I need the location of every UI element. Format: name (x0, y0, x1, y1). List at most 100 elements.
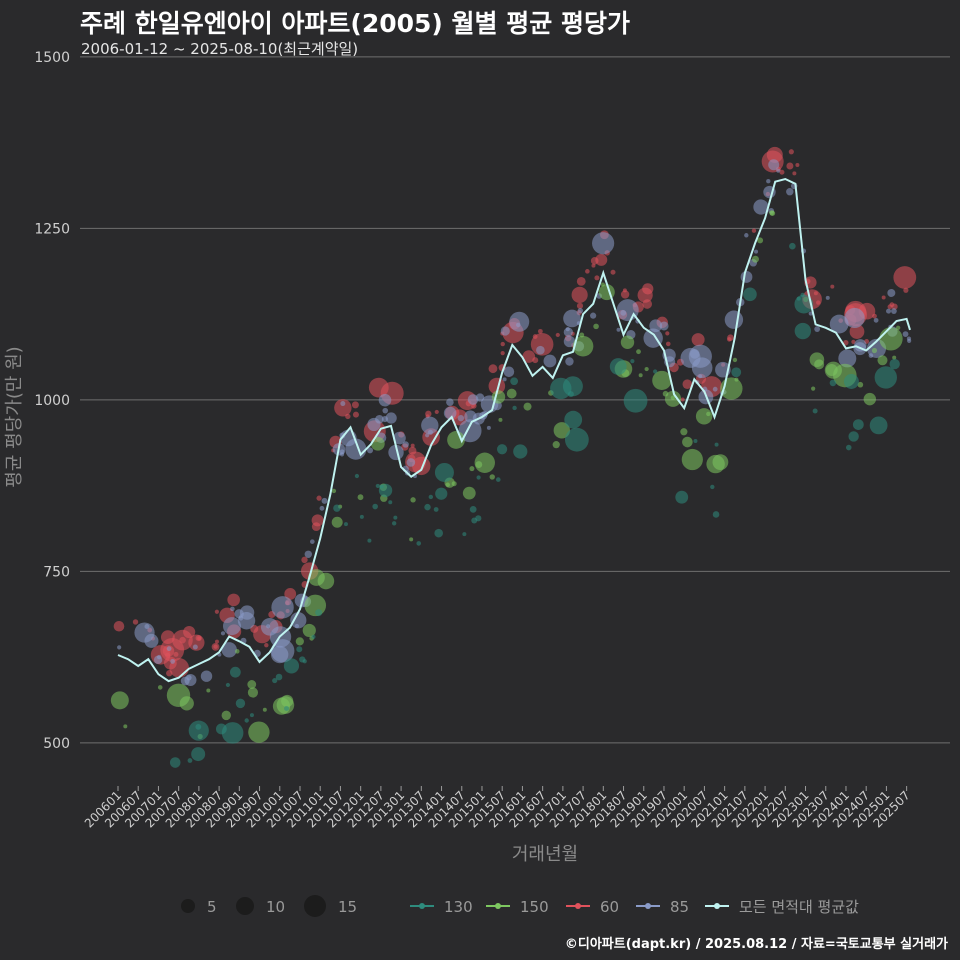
legend-label-series_150: 150 (520, 898, 549, 916)
scatter-point-60 (727, 334, 734, 341)
scatter-point-60 (227, 593, 240, 607)
scatter-point-60 (595, 253, 608, 266)
scatter-point-85 (891, 308, 897, 314)
scatter-point-150 (811, 386, 816, 391)
scatter-point-150 (814, 359, 825, 370)
scatter-point-130 (714, 442, 719, 447)
scatter-point-130 (889, 358, 900, 370)
scatter-point-130 (710, 484, 715, 490)
scatter-point-85 (776, 168, 781, 173)
scatter-point-130 (434, 528, 443, 538)
scatter-point-130 (296, 646, 303, 653)
scatter-point-130 (244, 718, 249, 723)
scatter-point-150 (734, 377, 739, 382)
scatter-point-85 (786, 188, 794, 196)
scatter-point-130 (221, 722, 244, 744)
scatter-point-60 (408, 446, 417, 455)
scatter-point-130 (869, 416, 888, 435)
scatter-point-150 (863, 392, 877, 406)
scatter-point-60 (555, 332, 560, 338)
scatter-point-60 (830, 284, 835, 289)
scatter-point-130 (512, 405, 517, 411)
scatter-point-150 (357, 494, 364, 501)
chart-title: 주례 한일유엔아이 아파트(2005) 월별 평균 평당가 (80, 9, 630, 38)
scatter-point-85 (754, 249, 759, 254)
scatter-point-60 (488, 377, 506, 395)
scatter-point-130 (471, 517, 478, 524)
scatter-point-60 (610, 269, 616, 275)
scatter-point-60 (779, 169, 785, 175)
scatter-point-85 (382, 407, 389, 414)
scatter-point-130 (564, 410, 583, 429)
scatter-point-60 (113, 620, 125, 632)
scatter-point-85 (406, 458, 416, 467)
scatter-point-150 (179, 696, 194, 711)
scatter-point-85 (192, 644, 198, 650)
scatter-point-150 (308, 569, 325, 586)
scatter-point-130 (249, 713, 254, 718)
scatter-point-60 (334, 399, 352, 417)
scatter-point-130 (229, 666, 241, 678)
scatter-point-130 (743, 287, 757, 302)
legend-dot-series_avg (714, 903, 720, 909)
scatter-point-150 (157, 685, 163, 690)
scatter-point-85 (340, 401, 346, 407)
scatter-point-85 (385, 412, 397, 424)
scatter-point-85 (200, 670, 213, 682)
scatter-point-130 (275, 673, 283, 681)
scatter-point-130 (391, 521, 397, 526)
scatter-point-130 (416, 541, 422, 546)
scatter-point-85 (486, 425, 491, 430)
scatter-point-150 (221, 710, 231, 721)
scatter-point-60 (311, 514, 324, 527)
scatter-point-150 (553, 422, 571, 439)
scatter-point-60 (163, 656, 177, 670)
scatter-point-150 (248, 721, 270, 743)
scatter-point-60 (264, 642, 269, 648)
scatter-point-85 (443, 406, 457, 420)
scatter-point-60 (576, 302, 584, 309)
scatter-point-85 (339, 452, 345, 457)
scatter-point-130 (188, 720, 209, 741)
scatter-point-85 (266, 624, 271, 629)
scatter-point-150 (695, 408, 713, 425)
scatter-point-85 (536, 345, 545, 355)
scatter-point-85 (427, 429, 434, 435)
scatter-point-60 (434, 409, 439, 415)
scatter-point-150 (751, 255, 759, 263)
scatter-point-60 (352, 411, 359, 418)
scatter-point-150 (871, 347, 878, 354)
scatter-point-130 (513, 444, 528, 459)
scatter-point-150 (879, 327, 903, 351)
legend-dot-series_85 (645, 903, 651, 909)
scatter-point-150 (498, 417, 503, 422)
scatter-point-60 (642, 299, 653, 309)
scatter-point-130 (731, 367, 742, 378)
scatter-point-60 (903, 287, 909, 293)
scatter-point-130 (510, 377, 519, 386)
scatter-point-150 (469, 466, 475, 472)
scatter-point-85 (381, 415, 389, 423)
scatter-point-130 (843, 374, 859, 390)
scatter-point-60 (585, 269, 590, 274)
scatter-point-85 (304, 550, 312, 558)
scatter-point-130 (284, 705, 290, 711)
line-layer (117, 177, 911, 683)
scatter-point-130 (848, 431, 859, 442)
scatter-point-130 (379, 484, 384, 489)
scatter-point-85 (814, 326, 821, 332)
scatter-point-150 (857, 381, 864, 388)
scatter-point-85 (117, 645, 122, 650)
scatter-point-130 (564, 427, 589, 452)
scatter-point-150 (206, 688, 211, 693)
scatter-point-130 (496, 444, 508, 455)
scatter-point-60 (571, 286, 588, 303)
scatter-point-85 (643, 328, 663, 348)
size-legend-label: 5 (207, 898, 217, 916)
scatter-point-60 (788, 149, 794, 155)
scatter-point-85 (294, 623, 300, 629)
scatter-point-85 (691, 357, 713, 379)
scatter-point-85 (509, 311, 530, 332)
scatter-point-60 (132, 619, 139, 625)
scatter-point-85 (873, 317, 879, 323)
